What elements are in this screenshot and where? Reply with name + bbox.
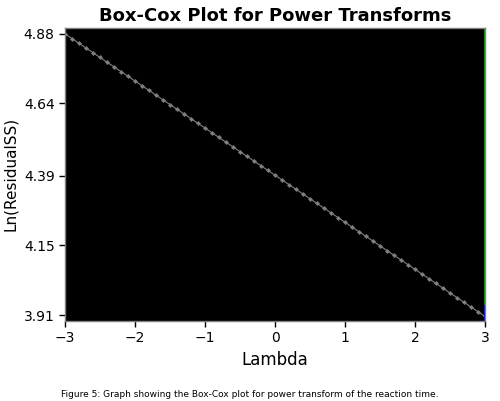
Y-axis label: Ln(ResidualSS): Ln(ResidualSS) xyxy=(3,117,18,231)
Title: Box-Cox Plot for Power Transforms: Box-Cox Plot for Power Transforms xyxy=(99,7,451,25)
X-axis label: Lambda: Lambda xyxy=(242,351,308,369)
Text: Figure 5: Graph showing the Box-Cox plot for power transform of the reaction tim: Figure 5: Graph showing the Box-Cox plot… xyxy=(61,390,439,399)
